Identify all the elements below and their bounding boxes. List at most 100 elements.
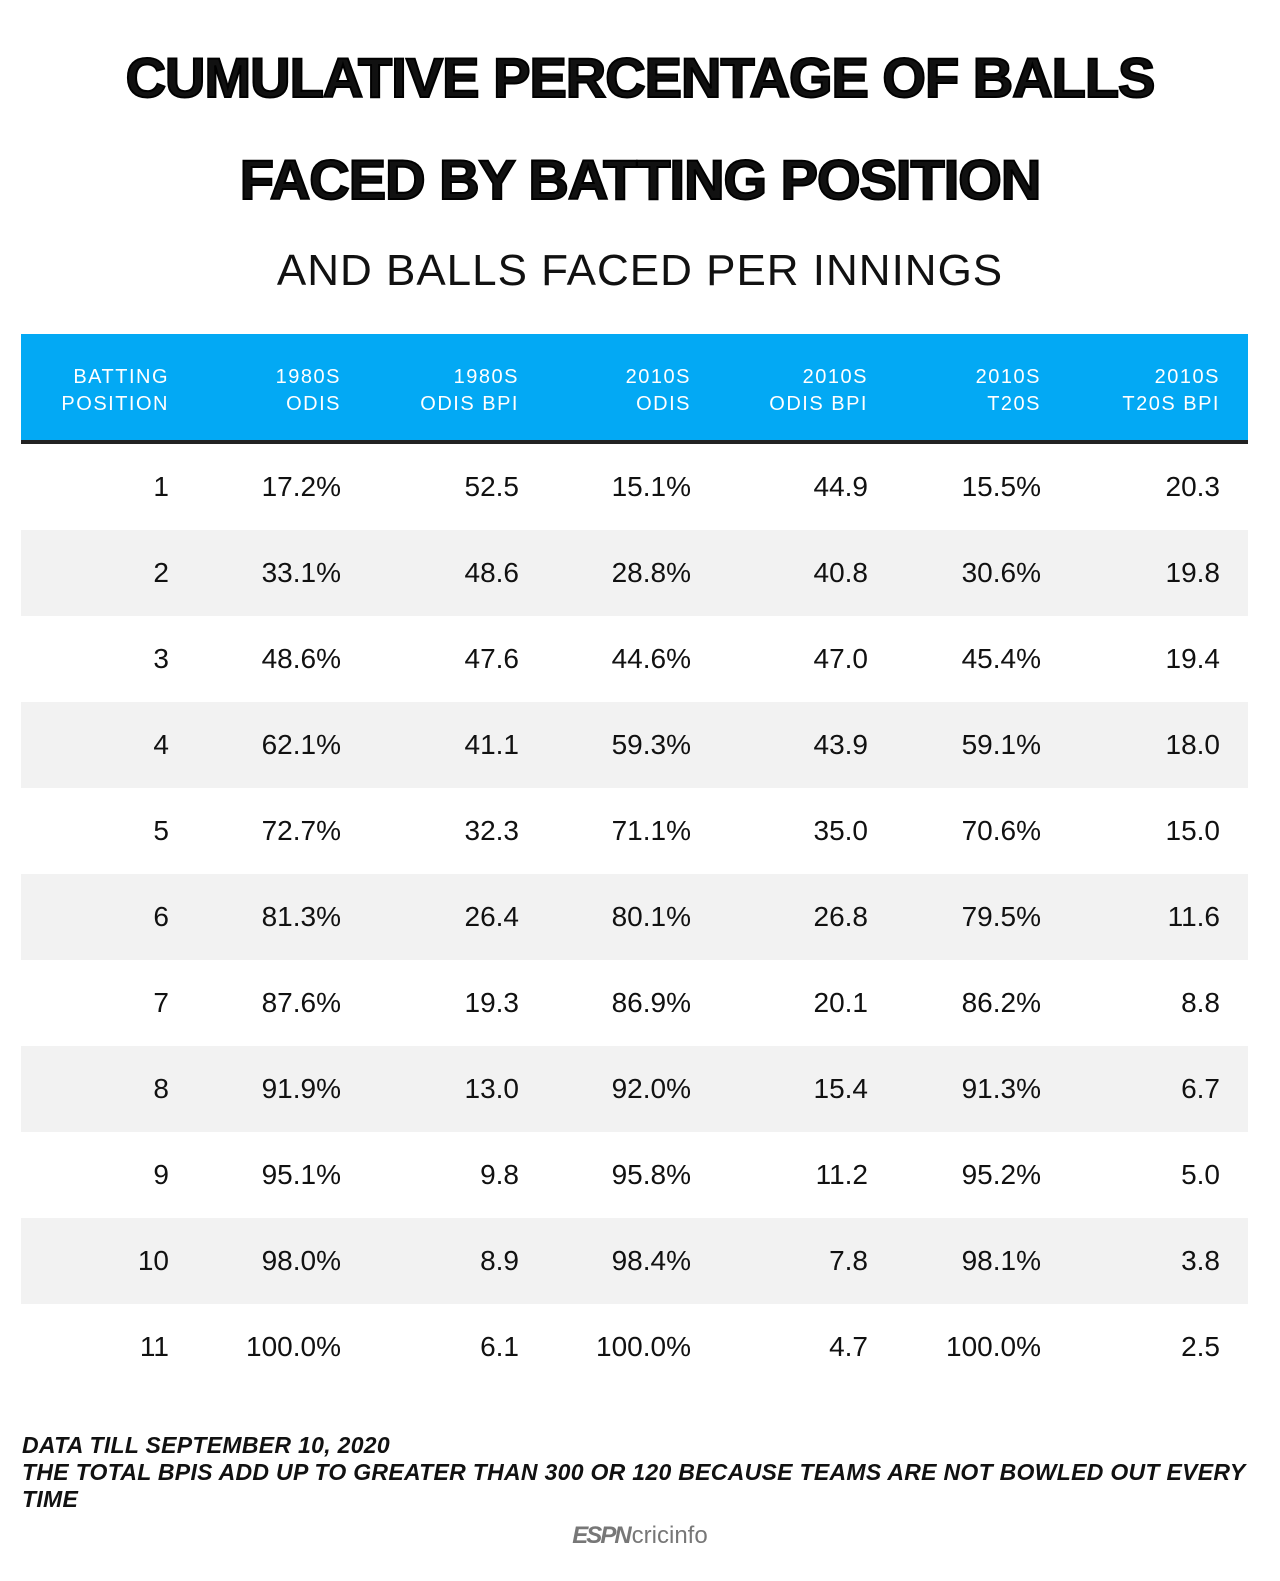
footnote: THE TOTAL BPIS ADD UP TO GREATER THAN 30… (22, 1459, 1246, 1512)
table-row: 9 95.1% 9.8 95.8% 11.2 95.2% 5.0 (21, 1132, 1248, 1218)
table-cell: 11.6 (1167, 901, 1220, 932)
table-cell: 5.0 (1181, 1159, 1220, 1190)
table-cell: 40.8 (813, 557, 869, 588)
table-cell: 26.4 (464, 901, 520, 932)
table-row: 5 72.7% 32.3 71.1% 35.0 70.6% 15.0 (21, 788, 1248, 874)
table-cell: 3.8 (1181, 1245, 1220, 1276)
column-header: 1980S ODIS (275, 366, 341, 415)
table-cell: 86.9% (611, 987, 691, 1018)
footnote: DATA TILL SEPTEMBER 10, 2020 (22, 1432, 390, 1458)
table-cell: 48.6% (261, 643, 341, 674)
table-row: 3 48.6% 47.6 44.6% 47.0 45.4% 19.4 (21, 616, 1248, 702)
table-cell: 95.2% (961, 1159, 1041, 1190)
table-cell: 4 (153, 729, 169, 760)
table-cell: 87.6% (261, 987, 341, 1018)
title-line-1: CUMULATIVE PERCENTAGE OF BALLS (0, 30, 1280, 126)
table-cell: 95.8% (611, 1159, 691, 1190)
table-row: 8 91.9% 13.0 92.0% 15.4 91.3% 6.7 (21, 1046, 1248, 1132)
table-cell: 17.2% (261, 471, 341, 502)
table-cell: 45.4% (961, 643, 1041, 674)
table-cell: 62.1% (261, 729, 341, 760)
table-cell: 100.0% (596, 1331, 691, 1362)
table-cell: 44.6% (611, 643, 691, 674)
table-cell: 9.8 (480, 1159, 519, 1190)
table-cell: 32.3 (464, 815, 520, 846)
table-cell: 71.1% (611, 815, 691, 846)
table-row: 4 62.1% 41.1 59.3% 43.9 59.1% 18.0 (21, 702, 1248, 788)
table-cell: 15.0 (1165, 815, 1221, 846)
table-cell: 80.1% (611, 901, 691, 932)
table-cell: 98.0% (261, 1245, 341, 1276)
table-cell: 8 (153, 1073, 169, 1104)
table-cell: 86.2% (961, 987, 1041, 1018)
table-cell: 20.3 (1165, 471, 1221, 502)
table-cell: 59.1% (961, 729, 1041, 760)
table-header: BATTING POSITION 1980S ODIS 1980S ODIS BPI… (21, 334, 1248, 440)
table-cell: 52.5 (464, 471, 520, 502)
table-cell: 81.3% (261, 901, 341, 932)
table-cell: 8.9 (480, 1245, 519, 1276)
table-cell: 70.6% (961, 815, 1041, 846)
table-row: 10 98.0% 8.9 98.4% 7.8 98.1% 3.8 (21, 1218, 1248, 1304)
column-header: BATTING POSITION (61, 366, 169, 415)
table-cell: 72.7% (261, 815, 341, 846)
table-cell: 6 (153, 901, 169, 932)
table-row: 2 33.1% 48.6 28.8% 40.8 30.6% 19.8 (21, 530, 1248, 616)
table-row: 6 81.3% 26.4 80.1% 26.8 79.5% 11.6 (21, 874, 1248, 960)
table-cell: 2 (153, 557, 169, 588)
table-cell: 11.2 (815, 1159, 868, 1190)
table-cell: 10 (137, 1245, 169, 1276)
column-header: 2010S ODIS BPI (769, 366, 868, 415)
subtitle: AND BALLS FACED PER INNINGS (276, 246, 1004, 295)
table-cell: 30.6% (961, 557, 1041, 588)
table-cell: 95.1% (261, 1159, 341, 1190)
table-cell: 44.9 (813, 471, 869, 502)
table-cell: 28.8% (611, 557, 691, 588)
table-cell: 98.4% (611, 1245, 691, 1276)
table-cell: 6.1 (480, 1331, 519, 1362)
table-row: 7 87.6% 19.3 86.9% 20.1 86.2% 8.8 (21, 960, 1248, 1046)
column-header: 2010S T20S BPI (1122, 366, 1220, 415)
table-cell: 19.3 (464, 987, 520, 1018)
table-cell: 7 (153, 987, 169, 1018)
table-cell: 92.0% (611, 1073, 691, 1104)
table-cell: 79.5% (961, 901, 1041, 932)
header-rule (21, 440, 1248, 444)
table-cell: 15.4 (813, 1073, 869, 1104)
table-cell: 48.6 (464, 557, 520, 588)
table-cell: 5 (153, 815, 169, 846)
table-row: 11 100.0% 6.1 100.0% 4.7 100.0% 2.5 (21, 1304, 1248, 1390)
table-row: 1 17.2% 52.5 15.1% 44.9 15.5% 20.3 (21, 444, 1248, 530)
table-cell: 15.1% (611, 471, 691, 502)
table-cell: 2.5 (1181, 1331, 1220, 1362)
table-cell: 1 (153, 471, 169, 502)
table-cell: 33.1% (261, 557, 341, 588)
table-cell: 100.0% (246, 1331, 341, 1362)
column-header: 1980S ODIS BPI (420, 366, 519, 415)
table-cell: 18.0 (1165, 729, 1221, 760)
table-cell: 41.1 (464, 729, 520, 760)
table-cell: 20.1 (813, 987, 869, 1018)
table-cell: 7.8 (829, 1245, 868, 1276)
table-cell: 19.4 (1165, 643, 1221, 674)
table-cell: 59.3% (611, 729, 691, 760)
table-cell: 43.9 (813, 729, 869, 760)
table-cell: 9 (153, 1159, 169, 1190)
table-cell: 35.0 (813, 815, 869, 846)
footnotes: DATA TILL SEPTEMBER 10, 2020 THE TOTAL B… (22, 1432, 1252, 1513)
table-cell: 100.0% (946, 1331, 1041, 1362)
table-cell: 91.3% (961, 1073, 1041, 1104)
title-text: CUMULATIVE PERCENTAGE OF BALLS (125, 45, 1157, 110)
table-cell: 11 (139, 1331, 169, 1362)
title-line-2: FACED BY BATTING POSITION (0, 132, 1280, 228)
table-cell: 98.1% (961, 1245, 1041, 1276)
espncricinfo-logo: ESPNcricinfo (0, 1522, 1280, 1550)
table-cell: 4.7 (829, 1331, 868, 1362)
table-cell: 6.7 (1181, 1073, 1220, 1104)
table-cell: 26.8 (813, 901, 869, 932)
logo-espn: ESPN (572, 1522, 631, 1549)
table-cell: 3 (153, 643, 169, 674)
table-cell: 47.0 (813, 643, 869, 674)
table-cell: 15.5% (961, 471, 1041, 502)
table-cell: 91.9% (261, 1073, 341, 1104)
